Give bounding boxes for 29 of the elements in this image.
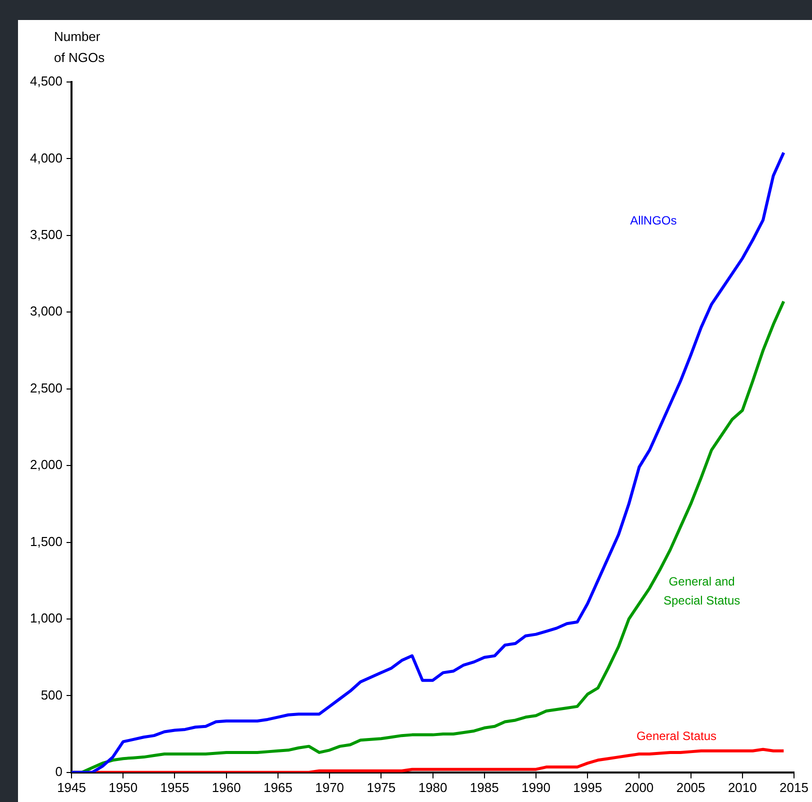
series-label: General Status [636,728,716,743]
y-tick-label: 4,000 [30,150,63,166]
x-tick-label: 1995 [573,780,602,795]
x-tick-label: 1970 [315,780,344,795]
x-tick-label: 2015 [780,780,808,795]
y-tick-label: 2,500 [30,380,63,396]
x-tick-label: 1965 [263,780,292,795]
y-tick-label: 1,000 [30,610,63,626]
x-tick-label: 1990 [522,780,550,795]
y-tick-label: 0 [55,764,63,779]
x-tick-label: 1985 [470,780,499,795]
x-tick-label: 1975 [366,780,396,795]
text: AllNGOs [630,213,677,228]
y-tick-label: 3,500 [30,227,63,242]
y-tick-label: 1,500 [30,534,63,549]
x-tick-label: 1960 [212,780,241,795]
y-tick-label: 4,500 [30,74,63,89]
y-tick-label: 2,000 [30,457,63,472]
x-tick-label: 1945 [57,780,86,795]
x-tick-label: 1950 [108,780,138,795]
y-tick-label: 500 [40,687,63,702]
y-axis-title: Number of NGOs [54,28,106,67]
x-tick-label: 2000 [624,780,654,795]
x-tick-label: 1955 [160,780,190,795]
series-label: General and Special Status [663,574,740,608]
x-tick-label: 2010 [728,780,757,795]
x-tick-label: 2005 [676,780,706,795]
x-tick-label: 1980 [418,780,448,795]
y-tick-label: 3,000 [30,304,63,319]
